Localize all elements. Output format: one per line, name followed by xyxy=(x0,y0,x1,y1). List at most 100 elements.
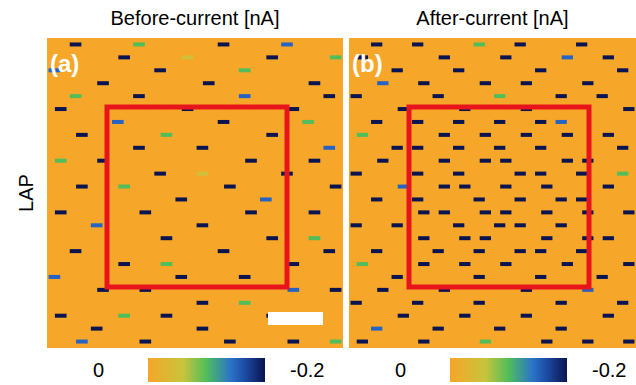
heatmap-cell xyxy=(521,236,532,240)
heatmap-cell xyxy=(617,301,628,305)
heatmap-cell xyxy=(91,120,103,124)
heatmap-cell xyxy=(562,340,573,344)
heatmap-cell xyxy=(239,120,251,124)
heatmap-cell xyxy=(330,159,342,163)
heatmap-cell xyxy=(323,120,335,124)
heatmap-cell xyxy=(576,327,587,331)
heatmap-cell xyxy=(582,55,593,59)
heatmap-cell xyxy=(515,249,526,253)
heatmap-cell xyxy=(582,314,593,318)
heatmap-cell xyxy=(412,249,423,253)
heatmap-cell xyxy=(70,275,82,279)
heatmap-cell xyxy=(480,340,491,344)
heatmap-cell xyxy=(239,249,251,253)
heatmap-cell xyxy=(459,340,470,344)
heatmap-cell xyxy=(323,172,335,176)
heatmap-cell xyxy=(55,262,67,266)
heatmap-cell xyxy=(439,210,450,214)
heatmap-cell xyxy=(474,68,485,72)
heatmap-cell xyxy=(133,249,145,253)
heatmap-cell xyxy=(239,301,251,305)
heatmap-cell xyxy=(597,223,608,227)
heatmap-cell xyxy=(49,301,61,305)
heatmap-cell xyxy=(197,146,209,150)
heatmap-cell xyxy=(453,42,464,46)
heatmap-cell xyxy=(556,301,567,305)
heatmap-cell xyxy=(433,94,444,98)
heatmap-cell xyxy=(140,236,152,240)
heatmap-cell xyxy=(197,301,209,305)
heatmap-cells xyxy=(49,42,342,343)
heatmap-cell xyxy=(260,172,272,176)
heatmap-cell xyxy=(281,301,293,305)
heatmap-cell xyxy=(91,42,103,46)
heatmap-cell xyxy=(218,327,230,331)
heatmap-cell xyxy=(76,185,88,189)
heatmap-cell xyxy=(245,210,257,214)
heatmap-cell xyxy=(309,133,321,137)
heatmap-cell xyxy=(70,146,82,150)
heatmap-cell xyxy=(118,262,130,266)
heatmap-cell xyxy=(623,288,634,292)
heatmap-cell xyxy=(541,81,552,85)
heatmap-cell xyxy=(521,314,532,318)
heatmap-cell xyxy=(203,340,215,344)
heatmap-cell xyxy=(133,223,145,227)
heatmap-cell xyxy=(521,159,532,163)
heatmap-cell xyxy=(245,314,257,318)
heatmap-cell xyxy=(76,340,88,344)
heatmap-cell xyxy=(494,68,505,72)
heatmap-cell xyxy=(582,81,593,85)
heatmap-cell xyxy=(288,55,300,59)
heatmap-cell xyxy=(281,42,293,46)
heatmap-cell xyxy=(49,172,61,176)
heatmap-cell xyxy=(439,340,450,344)
heatmap-cell xyxy=(371,146,382,150)
heatmap-cell xyxy=(500,340,511,344)
heatmap-cell xyxy=(161,159,173,163)
heatmap-cell xyxy=(203,236,215,240)
heatmap-cell xyxy=(140,55,152,59)
heatmap-cell xyxy=(351,146,362,150)
heatmap-cell xyxy=(480,314,491,318)
heatmap-cell xyxy=(154,120,166,124)
heatmap-cell xyxy=(330,288,342,292)
heatmap-cell xyxy=(218,275,230,279)
heatmap-cell xyxy=(412,275,423,279)
heatmap-cell xyxy=(49,223,61,227)
heatmap-cell xyxy=(494,301,505,305)
heatmap-cell xyxy=(433,249,444,253)
heatmap-cell xyxy=(161,340,173,344)
heatmap-cell xyxy=(70,327,82,331)
heatmap-cell xyxy=(260,120,272,124)
heatmap-cell xyxy=(439,159,450,163)
heatmap-cell xyxy=(433,68,444,72)
heatmap-cell xyxy=(459,262,470,266)
heatmap-cell xyxy=(309,185,321,189)
heatmap-cell xyxy=(161,210,173,214)
heatmap-cell xyxy=(91,275,103,279)
heatmap-cell xyxy=(377,288,388,292)
heatmap-cell xyxy=(133,94,145,98)
heatmap-cell xyxy=(357,159,368,163)
heatmap-cell xyxy=(133,275,145,279)
colorbar xyxy=(148,358,265,382)
heatmap-cell xyxy=(266,236,278,240)
heatmap-cell xyxy=(582,340,593,344)
heatmap-cell xyxy=(392,197,403,201)
heatmap-cell xyxy=(412,42,423,46)
heatmap-cell xyxy=(330,210,342,214)
heatmap-cell xyxy=(377,81,388,85)
heatmap-cell xyxy=(91,197,103,201)
heatmap-cell xyxy=(260,146,272,150)
heatmap-cell xyxy=(175,249,187,253)
heatmap-cell xyxy=(541,133,552,137)
heatmap-cell xyxy=(91,223,103,227)
heatmap-cell xyxy=(55,133,67,137)
heatmap-cell xyxy=(224,81,236,85)
heatmap-cell xyxy=(474,249,485,253)
heatmap-cell xyxy=(597,42,608,46)
heatmap-cell xyxy=(133,327,145,331)
heatmap-cell xyxy=(140,81,152,85)
heatmap-cell xyxy=(70,120,82,124)
